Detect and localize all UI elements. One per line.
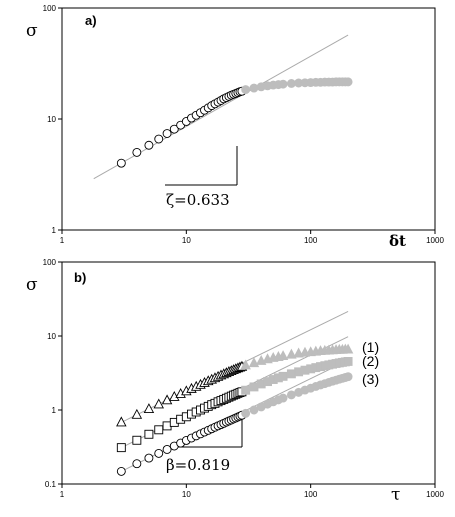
data-point-circle bbox=[132, 147, 142, 157]
panel-a-label: a) bbox=[85, 13, 97, 28]
data-point-circle bbox=[116, 466, 126, 476]
data-point-circle bbox=[162, 129, 172, 138]
panel-b-xlabel: τ bbox=[391, 485, 400, 505]
y-tick-label: 10 bbox=[47, 115, 56, 124]
x-tick-label: 100 bbox=[304, 236, 318, 245]
fit-line bbox=[93, 34, 349, 180]
data-point-square bbox=[144, 429, 154, 439]
data-point-circle bbox=[278, 393, 288, 403]
data-point-circle bbox=[343, 372, 353, 382]
data-point-circle bbox=[343, 77, 353, 87]
data-point-square bbox=[154, 425, 164, 435]
panel-a-ticks: 1 10 100 1000 1 10 100 bbox=[43, 4, 445, 245]
data-point-triangle bbox=[342, 343, 354, 354]
data-point-circle bbox=[169, 124, 179, 134]
panel-a-frame bbox=[61, 7, 436, 231]
y-tick-label: 100 bbox=[43, 258, 57, 267]
series-label-3: (3) bbox=[362, 371, 379, 387]
data-point-circle bbox=[116, 158, 126, 168]
panel-a-ylabel: σ bbox=[26, 21, 38, 41]
data-point-circle bbox=[241, 85, 251, 95]
y-tick-label: 100 bbox=[43, 4, 57, 13]
panel-a: a) σ δt ζ=0.633 1 10 100 1000 1 10 100 bbox=[26, 4, 444, 250]
data-point-triangle bbox=[161, 394, 173, 405]
panel-b-label: b) bbox=[74, 270, 86, 285]
panel-a-markers bbox=[116, 77, 353, 168]
data-point-triangle bbox=[143, 403, 155, 414]
x-tick-label: 10 bbox=[182, 236, 191, 245]
panel-b-markers bbox=[116, 343, 354, 476]
data-point-circle bbox=[132, 459, 142, 469]
panel-a-annotation: ζ=0.633 bbox=[166, 191, 230, 209]
data-point-circle bbox=[144, 453, 154, 463]
data-point-square bbox=[278, 371, 288, 381]
y-tick-label: 1 bbox=[52, 226, 57, 235]
data-point-circle bbox=[154, 134, 164, 144]
data-point-circle bbox=[278, 79, 288, 89]
x-tick-label: 1000 bbox=[426, 490, 444, 499]
y-tick-label: 0.1 bbox=[45, 480, 57, 489]
data-point-triangle bbox=[153, 398, 164, 409]
data-point-triangle bbox=[286, 348, 297, 359]
panel-a-xlabel: δt bbox=[389, 232, 406, 250]
data-point-triangle bbox=[131, 408, 143, 419]
data-point-square bbox=[241, 385, 251, 395]
data-point-circle bbox=[249, 83, 259, 93]
series-label-1: (1) bbox=[362, 339, 379, 355]
panel-b-ylabel: σ bbox=[26, 275, 38, 295]
data-point-circle bbox=[162, 445, 172, 454]
x-tick-label: 1000 bbox=[426, 236, 444, 245]
series-label-2: (2) bbox=[362, 353, 379, 369]
data-point-square bbox=[132, 435, 142, 445]
panel-b-frame bbox=[61, 261, 436, 485]
panel-a-fit-line bbox=[93, 34, 349, 180]
y-tick-label: 10 bbox=[47, 332, 56, 341]
panel-b-annotation: β=0.819 bbox=[166, 456, 230, 474]
data-point-triangle bbox=[240, 359, 251, 370]
data-point-circle bbox=[154, 448, 164, 458]
data-point-square bbox=[116, 443, 126, 453]
x-tick-label: 100 bbox=[304, 490, 318, 499]
data-point-triangle bbox=[277, 350, 289, 361]
x-tick-label: 10 bbox=[182, 490, 191, 499]
data-point-circle bbox=[241, 408, 251, 418]
data-point-square bbox=[343, 356, 353, 366]
data-point-triangle bbox=[116, 416, 127, 427]
x-tick-label: 1 bbox=[60, 490, 65, 499]
data-point-circle bbox=[144, 140, 154, 150]
y-tick-label: 1 bbox=[52, 406, 57, 415]
x-tick-label: 1 bbox=[60, 236, 65, 245]
panel-b: b) σ τ β=0.819 (1) (2) (3) 1 10 100 1000 0.1… bbox=[26, 258, 444, 505]
